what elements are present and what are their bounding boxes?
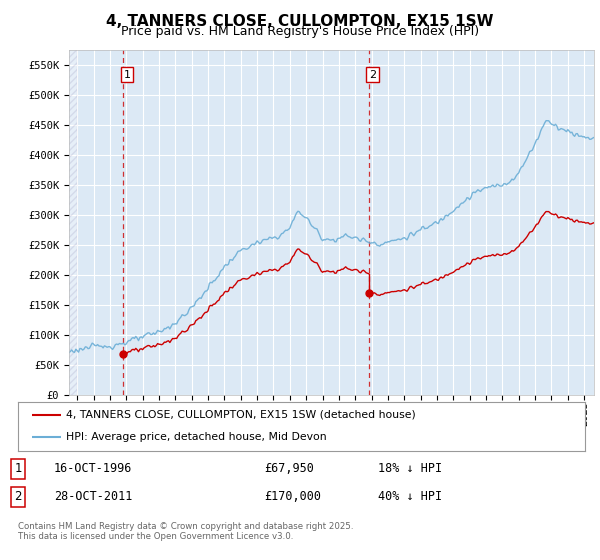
Text: 2: 2 xyxy=(14,490,22,503)
Text: £67,950: £67,950 xyxy=(264,462,314,475)
Text: 1: 1 xyxy=(14,462,22,475)
Text: Price paid vs. HM Land Registry's House Price Index (HPI): Price paid vs. HM Land Registry's House … xyxy=(121,25,479,38)
Text: 2: 2 xyxy=(369,69,376,80)
Text: 28-OCT-2011: 28-OCT-2011 xyxy=(54,490,133,503)
Text: 40% ↓ HPI: 40% ↓ HPI xyxy=(378,490,442,503)
Text: 4, TANNERS CLOSE, CULLOMPTON, EX15 1SW (detached house): 4, TANNERS CLOSE, CULLOMPTON, EX15 1SW (… xyxy=(66,410,416,420)
Text: £170,000: £170,000 xyxy=(264,490,321,503)
Text: 1: 1 xyxy=(124,69,130,80)
Text: 18% ↓ HPI: 18% ↓ HPI xyxy=(378,462,442,475)
Text: 4, TANNERS CLOSE, CULLOMPTON, EX15 1SW: 4, TANNERS CLOSE, CULLOMPTON, EX15 1SW xyxy=(106,14,494,29)
Text: Contains HM Land Registry data © Crown copyright and database right 2025.
This d: Contains HM Land Registry data © Crown c… xyxy=(18,522,353,542)
Text: HPI: Average price, detached house, Mid Devon: HPI: Average price, detached house, Mid … xyxy=(66,432,327,442)
Text: 16-OCT-1996: 16-OCT-1996 xyxy=(54,462,133,475)
